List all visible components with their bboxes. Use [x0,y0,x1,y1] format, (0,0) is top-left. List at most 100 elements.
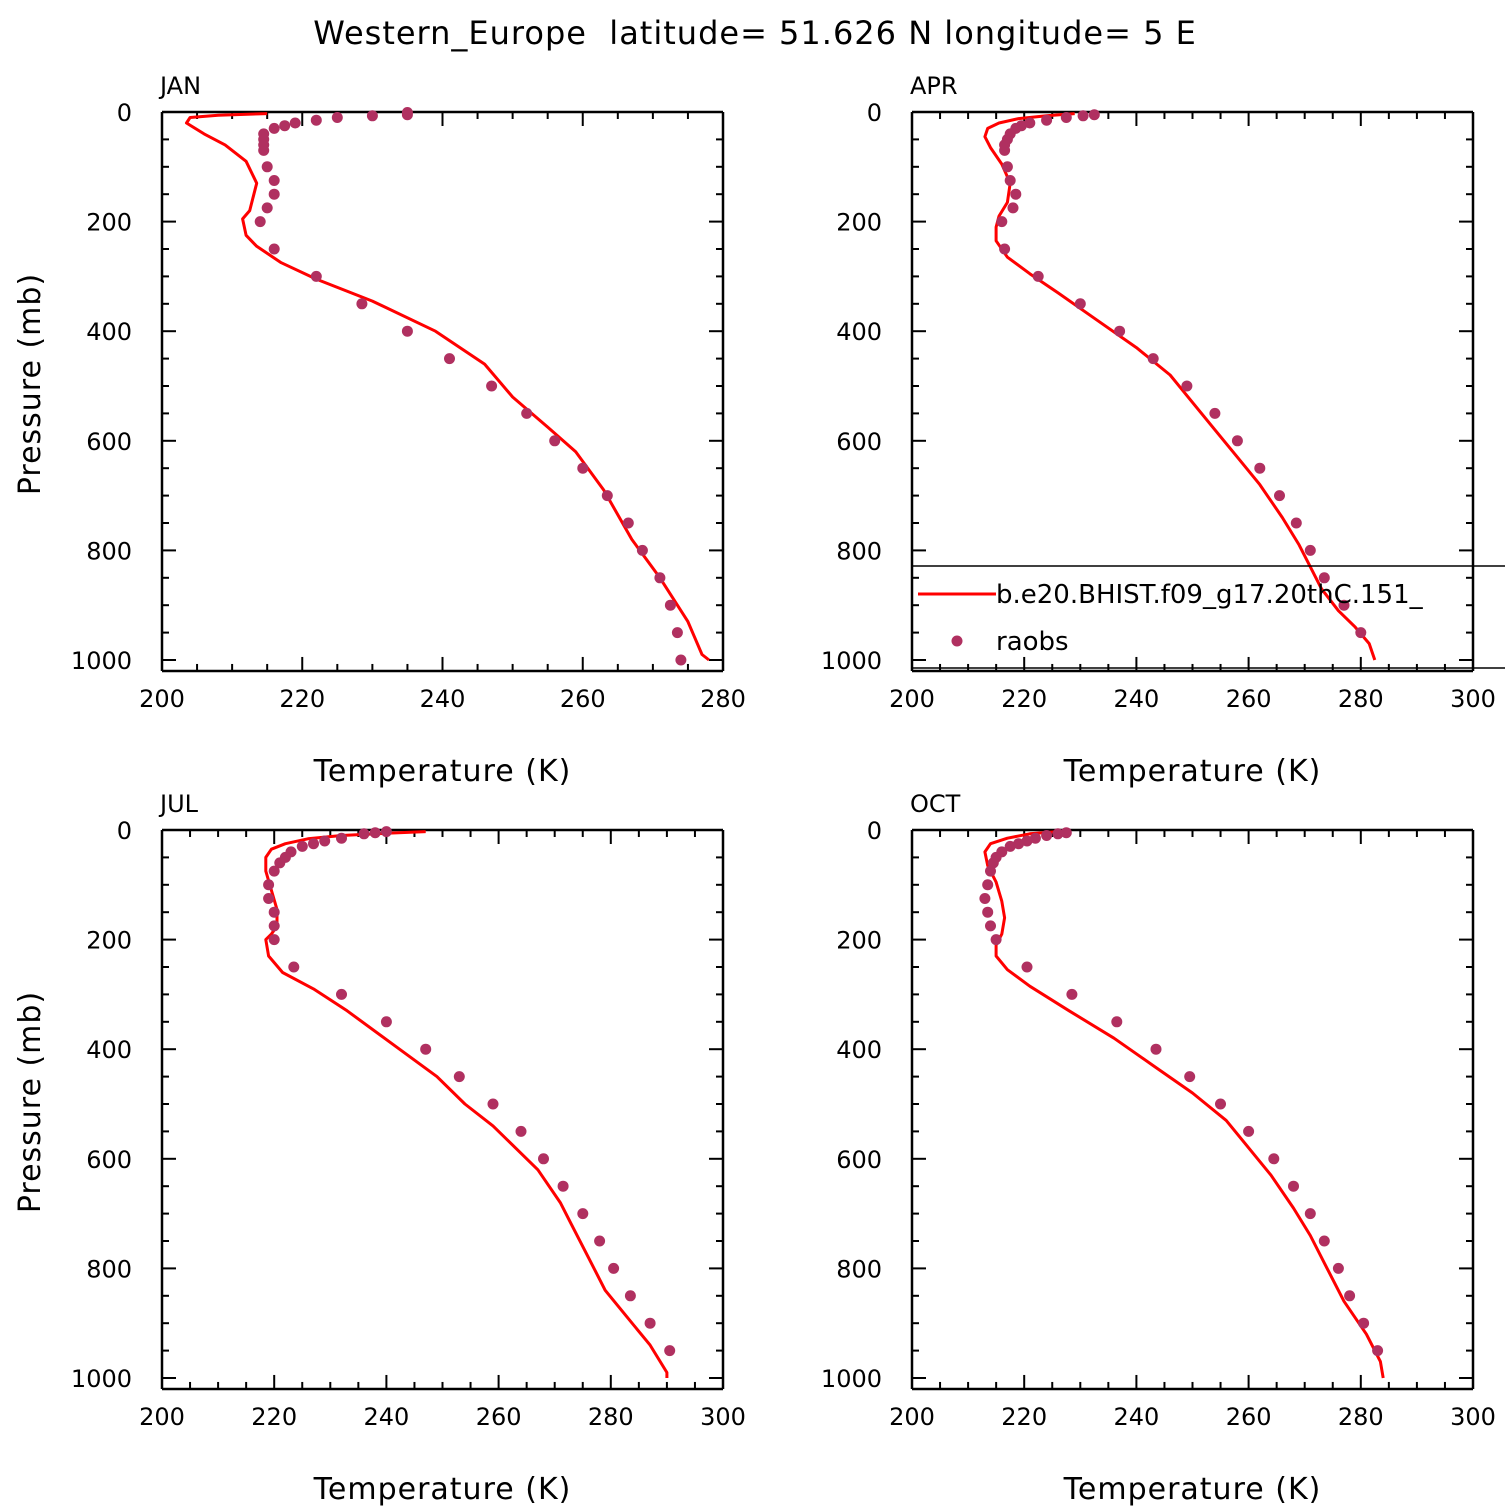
panels: 200 220 240 260 280 0 200 400 600 800 1000 JAN Tempe… [13,72,1496,1507]
raobs-marker [1001,161,1013,173]
y-tick-label: 800 [86,537,132,565]
raobs-marker [268,122,280,134]
raobs-marker [308,838,319,850]
raobs-marker [1004,175,1016,186]
raobs-marker [1318,1235,1330,1247]
raobs-marker [549,435,561,447]
raobs-marker [1032,270,1044,282]
raobs-marker [624,1290,636,1302]
y-tick-label: 200 [836,927,882,955]
raobs-marker [336,832,347,844]
raobs-marker [1060,827,1072,839]
y-tick-label: 600 [836,428,882,456]
x-tick-label: 240 [363,1403,409,1431]
raobs-marker [622,517,634,529]
x-axis-label: Temperature (K) [313,754,572,789]
raobs-marker [263,893,275,904]
raobs-marker [310,114,322,126]
raobs-marker [1355,627,1367,639]
raobs-marker [420,1043,432,1055]
raobs-marker [1007,202,1019,214]
raobs-marker [1268,1153,1280,1165]
y-tick-label: 1000 [821,1365,882,1393]
raobs-marker [1004,840,1016,852]
raobs-marker [444,353,455,365]
plot-area [979,827,1385,1379]
x-tick-label: 280 [588,1403,634,1431]
raobs-marker [310,270,322,282]
plot-area [983,109,1377,661]
raobs-marker [1231,435,1243,447]
y-tick-label: 1000 [821,647,882,675]
raobs-marker [1147,353,1159,365]
raobs-marker [380,1016,392,1028]
y-tick-label: 0 [867,99,882,127]
y-tick-label: 0 [117,99,132,127]
raobs-marker [369,827,381,839]
x-tick-label: 260 [1226,685,1272,713]
x-tick-label: 200 [139,1403,185,1431]
raobs-marker [654,572,666,584]
legend-label-raobs: raobs [996,627,1069,657]
raobs-marker [1209,407,1221,419]
raobs-marker [1358,1317,1370,1329]
raobs-marker [1066,988,1078,1000]
raobs-marker [1181,380,1193,392]
raobs-marker [1254,462,1266,474]
x-tick-label: 200 [139,685,185,713]
x-tick-label: 300 [700,1403,746,1431]
raobs-marker [486,380,498,392]
raobs-marker [254,216,266,228]
raobs-marker [594,1235,606,1247]
raobs-marker [1111,1016,1123,1028]
legend-label-model: b.e20.BHIST.f09_g17.20thC.151_ [996,580,1424,610]
raobs-marker [999,243,1011,255]
raobs-marker [263,879,275,891]
raobs-marker [996,216,1008,228]
raobs-marker [1077,110,1089,122]
raobs-marker [557,1180,569,1192]
raobs-marker [1041,830,1053,841]
raobs-marker [515,1125,527,1137]
panel-jul: 200 220 240 260 280 300 0 200 400 600 800 1000 JUL Te… [13,790,746,1507]
x-tick-label: 200 [889,685,935,713]
raobs-marker [401,325,413,337]
raobs-marker [336,988,347,1000]
raobs-marker [319,835,331,847]
raobs-marker [1150,1043,1162,1055]
raobs-marker [1288,1180,1299,1192]
raobs-marker [1184,1071,1196,1083]
x-tick-label: 220 [1001,1403,1047,1431]
raobs-marker [1041,114,1053,126]
raobs-marker [453,1071,465,1083]
x-tick-label: 300 [1450,685,1496,713]
panel-jul-title: JUL [158,790,199,818]
y-axis-label: Pressure (mb) [13,273,48,495]
raobs-marker [268,920,280,932]
y-tick-label: 800 [836,537,882,565]
raobs-marker [1021,961,1033,973]
raobs-marker [999,144,1011,156]
plot-area [263,826,676,1378]
x-tick-label: 280 [1338,685,1384,713]
y-tick-label: 600 [86,1146,132,1174]
x-tick-label: 220 [251,1403,297,1431]
panel-jan: 200 220 240 260 280 0 200 400 600 800 1000 JAN Tempe… [13,72,746,789]
raobs-marker [1052,828,1064,840]
raobs-marker [366,110,378,122]
legend: b.e20.BHIST.f09_g17.20thC.151_raobs [911,565,1505,669]
raobs-marker [671,627,683,639]
raobs-marker [1088,109,1100,121]
model-profile-line [983,830,1385,1379]
y-tick-label: 800 [836,1255,882,1283]
y-tick-label: 400 [86,1036,132,1064]
x-tick-label: 300 [1450,1403,1496,1431]
y-tick-label: 200 [86,209,132,237]
raobs-marker [1338,599,1350,611]
raobs-marker [268,175,280,186]
panel-oct: 200 220 240 260 280 300 0 200 400 600 800 1000 OCT Te… [821,790,1496,1507]
figure-suptitle: Western_Europe latitude= 51.626 N longit… [313,14,1197,52]
raobs-marker [675,654,687,666]
raobs-marker [601,490,613,502]
raobs-marker [608,1262,620,1274]
